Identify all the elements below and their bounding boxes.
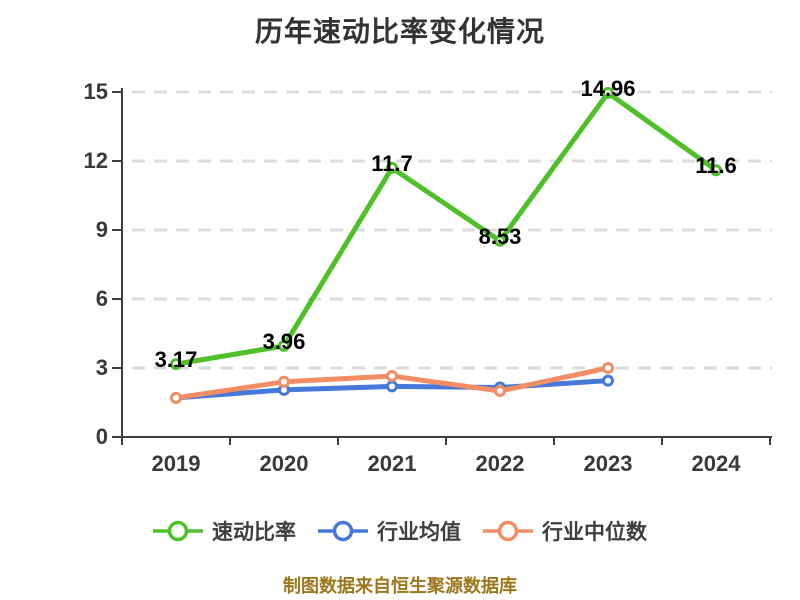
legend-label: 行业均值 [377,521,461,544]
data-point-quick-ratio [710,164,722,177]
data-point-industry-mean [602,374,614,387]
data-point-industry-median [494,385,506,397]
legend-marker-quick-ratio-icon [153,520,203,542]
x-axis-label: 2024 [691,451,741,476]
data-point-industry-median [278,375,290,388]
data-point-quick-ratio [494,234,506,247]
value-label: 8.53 [478,223,522,249]
value-label: 14.96 [580,75,636,101]
legend-label: 速动比率 [212,521,296,544]
footer-note: 制图数据来自恒生聚源数据库 [283,576,517,596]
legend-marker-industry-median-icon [483,520,533,542]
y-axis-label: 12 [83,148,108,173]
data-point-quick-ratio [170,358,182,371]
data-point-industry-mean [386,380,398,393]
y-axis-label: 9 [95,217,108,242]
x-axis-label: 2021 [367,451,417,476]
y-axis-label: 6 [95,286,108,311]
legend: 速动比率 行业均值 行业中位数 [0,516,800,546]
x-axis-label: 2022 [475,451,525,476]
x-axis-label: 2020 [259,451,309,476]
y-axis-label: 0 [95,424,108,449]
y-axis-label: 15 [83,79,108,104]
data-point-quick-ratio [386,161,398,174]
legend-label: 行业中位数 [542,521,647,544]
legend-item-industry-median: 行业中位数 [483,516,647,546]
chart-title: 历年速动比率变化情况 [254,16,545,47]
legend-item-quick-ratio: 速动比率 [153,516,296,546]
legend-item-industry-mean: 行业均值 [318,516,461,546]
data-point-quick-ratio [602,86,614,99]
value-label: 11.7 [371,150,413,176]
y-axis-label: 3 [95,355,108,380]
data-point-industry-median [170,391,182,404]
value-label: 3.96 [262,328,306,354]
data-point-industry-median [386,370,398,383]
x-axis-label: 2019 [151,451,201,476]
value-label: 3.17 [154,347,198,373]
value-label: 11.6 [695,153,737,179]
series-line-quick-ratio [173,90,719,367]
data-point-industry-median [602,362,614,374]
x-axis-label: 2023 [583,451,633,476]
data-point-quick-ratio [278,339,290,352]
legend-marker-industry-mean-icon [318,520,368,542]
